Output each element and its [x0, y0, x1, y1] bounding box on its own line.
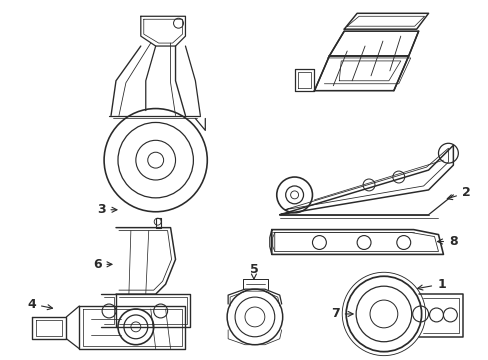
Text: 2: 2: [447, 186, 469, 199]
Text: 1: 1: [417, 278, 445, 291]
Text: 4: 4: [27, 297, 52, 311]
Text: 6: 6: [93, 258, 112, 271]
Text: 8: 8: [437, 235, 457, 248]
Text: 7: 7: [330, 307, 352, 320]
Text: 3: 3: [97, 203, 117, 216]
Text: 5: 5: [249, 263, 258, 279]
